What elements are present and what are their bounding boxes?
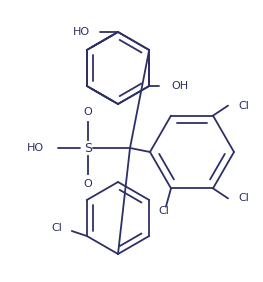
Text: Cl: Cl — [238, 101, 249, 111]
Text: Cl: Cl — [51, 223, 62, 233]
Text: O: O — [84, 107, 92, 117]
Text: O: O — [84, 179, 92, 189]
Text: OH: OH — [171, 81, 188, 91]
Text: Cl: Cl — [238, 193, 249, 203]
Text: HO: HO — [27, 143, 44, 153]
Text: Cl: Cl — [159, 206, 169, 216]
Text: S: S — [84, 142, 92, 155]
Text: HO: HO — [73, 27, 90, 37]
